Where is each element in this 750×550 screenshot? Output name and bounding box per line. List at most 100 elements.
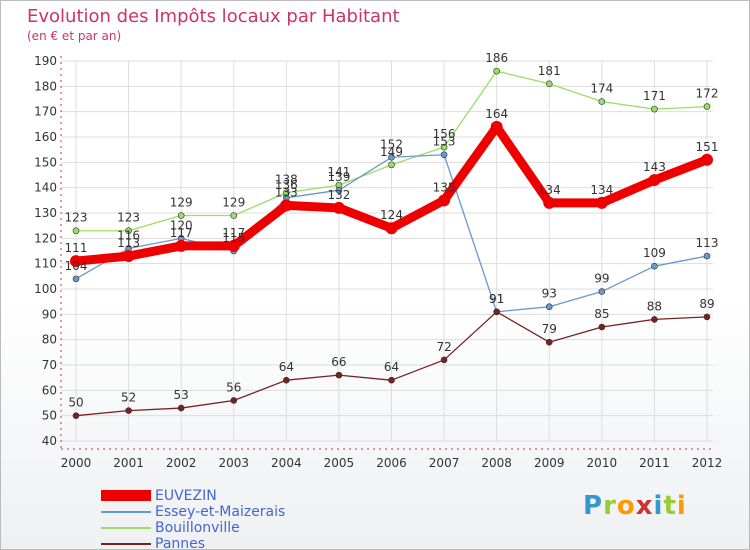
data-label-pannes-2001: 52: [121, 391, 136, 405]
x-tick-label-2003: 2003: [218, 456, 249, 470]
data-label-bouillonville-2010: 174: [590, 82, 613, 96]
data-point-bouillonville-2002: [177, 212, 185, 219]
logo-letter: o: [616, 491, 636, 521]
data-label-essey-et-maizerais-2003: 115: [222, 231, 245, 245]
data-label-euvezin-2004: 133: [275, 185, 298, 199]
data-point-euvezin-2009: [543, 196, 556, 209]
data-point-euvezin-2006: [385, 222, 398, 235]
data-label-pannes-2008: 91: [489, 292, 504, 306]
data-label-bouillonville-2004: 138: [275, 173, 298, 187]
data-label-essey-et-maizerais-2006: 152: [380, 137, 403, 151]
y-tick-label-190: 190: [34, 54, 57, 68]
logo-letter: i: [653, 491, 664, 521]
legend-label-bouillonville: Bouillonville: [155, 520, 240, 536]
grid-lines: [61, 60, 713, 442]
logo-letter: r: [603, 491, 617, 521]
data-label-bouillonville-2012: 172: [696, 87, 719, 101]
series-lines: [70, 67, 713, 419]
data-point-euvezin-2004: [280, 199, 293, 212]
data-label-euvezin-2011: 143: [643, 160, 666, 174]
data-point-essey-et-maizerais-2006: [388, 153, 395, 161]
data-point-pannes-2001: [125, 407, 132, 414]
data-point-pannes-2003: [230, 397, 238, 404]
data-point-euvezin-2001: [122, 250, 135, 263]
y-tick-label-70: 70: [42, 358, 57, 372]
data-label-pannes-2006: 64: [384, 360, 399, 374]
data-label-essey-et-maizerais-2004: 136: [275, 178, 298, 192]
data-label-essey-et-maizerais-2007: 153: [433, 135, 456, 149]
data-point-pannes-2008: [493, 308, 500, 316]
data-label-pannes-2003: 56: [226, 380, 241, 394]
data-point-bouillonville-2009: [545, 80, 553, 88]
data-point-pannes-2002: [177, 404, 185, 412]
y-tick-label-90: 90: [42, 307, 57, 321]
data-point-euvezin-2000: [70, 255, 82, 268]
data-label-euvezin-2005: 132: [327, 188, 350, 202]
proxiti-logo: Proxiti: [583, 491, 687, 521]
data-labels: 111 113 117 117 133 132 124 135 164 134 134 143 151 1…: [65, 51, 719, 410]
x-tick-label-2011: 2011: [639, 456, 670, 470]
data-label-essey-et-maizerais-2002: 120: [170, 218, 193, 232]
data-point-pannes-2006: [388, 376, 395, 384]
y-tick-label-130: 130: [34, 206, 57, 220]
data-point-essey-et-maizerais-2005: [335, 186, 343, 194]
y-tick-label-170: 170: [34, 105, 57, 119]
data-label-euvezin-2008: 164: [485, 107, 508, 121]
logo-letter: t: [663, 491, 677, 521]
x-tick-label-2012: 2012: [692, 456, 723, 470]
legend-label-pannes: Pannes: [155, 536, 206, 550]
data-point-pannes-2012: [703, 313, 711, 321]
data-point-bouillonville-2012: [703, 103, 711, 110]
data-point-euvezin-2005: [332, 201, 345, 214]
data-point-essey-et-maizerais-2011: [651, 262, 658, 270]
legend-label-essey-et-maizerais: Essey-et-Maizerais: [155, 504, 286, 520]
data-point-euvezin-2010: [595, 196, 608, 209]
data-label-euvezin-2002: 117: [170, 226, 193, 240]
data-label-essey-et-maizerais-2009: 93: [542, 287, 557, 301]
data-point-euvezin-2008: [490, 120, 503, 133]
data-label-pannes-2002: 53: [174, 388, 189, 402]
data-label-pannes-2009: 79: [542, 322, 557, 336]
chart-title: Evolution des Impôts locaux par Habitant: [27, 6, 400, 27]
data-point-pannes-2007: [440, 356, 448, 364]
data-point-pannes-2011: [651, 316, 658, 323]
data-point-bouillonville-2003: [230, 212, 238, 219]
data-label-pannes-2000: 50: [68, 396, 83, 410]
data-point-euvezin-2007: [438, 194, 451, 207]
legend-swatch-bouillonville: [101, 527, 151, 529]
data-point-pannes-2000: [72, 412, 80, 419]
y-tick-label-160: 160: [34, 130, 57, 144]
data-label-pannes-2004: 64: [279, 360, 294, 374]
data-label-euvezin-2001: 113: [117, 236, 140, 250]
data-label-bouillonville-2005: 141: [327, 165, 350, 179]
logo-letter: x: [635, 491, 654, 521]
y-tick-label-50: 50: [42, 409, 57, 423]
x-tick-label-2005: 2005: [324, 456, 355, 470]
data-label-bouillonville-2011: 171: [643, 89, 666, 103]
axes: [60, 56, 713, 450]
x-tick-label-2009: 2009: [534, 456, 565, 470]
data-label-bouillonville-2001: 123: [117, 211, 140, 225]
data-point-essey-et-maizerais-2012: [703, 252, 711, 260]
chart-subtitle: (en € et par an): [27, 29, 122, 43]
tick-labels: 40 50 60 70 80 90 100 110 120 130 140 150 160 170 180 1…: [34, 54, 722, 470]
data-point-essey-et-maizerais-2009: [545, 303, 553, 311]
data-label-bouillonville-2007: 156: [433, 127, 456, 141]
data-label-bouillonville-2008: 186: [485, 51, 508, 65]
series-euvezin: [70, 120, 713, 268]
y-tick-label-60: 60: [42, 383, 57, 397]
data-point-euvezin-2002: [175, 239, 188, 252]
data-point-essey-et-maizerais-2007: [440, 151, 448, 159]
legend-swatch-essey-et-maizerais: [101, 511, 151, 513]
series-bouillonville: [72, 67, 711, 235]
data-label-euvezin-2012: 151: [696, 140, 719, 154]
data-point-euvezin-2012: [701, 153, 713, 166]
legend-swatch-euvezin: [101, 490, 151, 501]
data-point-pannes-2004: [283, 376, 290, 384]
data-label-euvezin-2003: 117: [222, 226, 245, 240]
data-point-bouillonville-2008: [493, 67, 500, 75]
y-tick-label-180: 180: [34, 79, 57, 93]
y-tick-label-120: 120: [34, 231, 57, 245]
data-label-bouillonville-2000: 123: [65, 211, 88, 225]
